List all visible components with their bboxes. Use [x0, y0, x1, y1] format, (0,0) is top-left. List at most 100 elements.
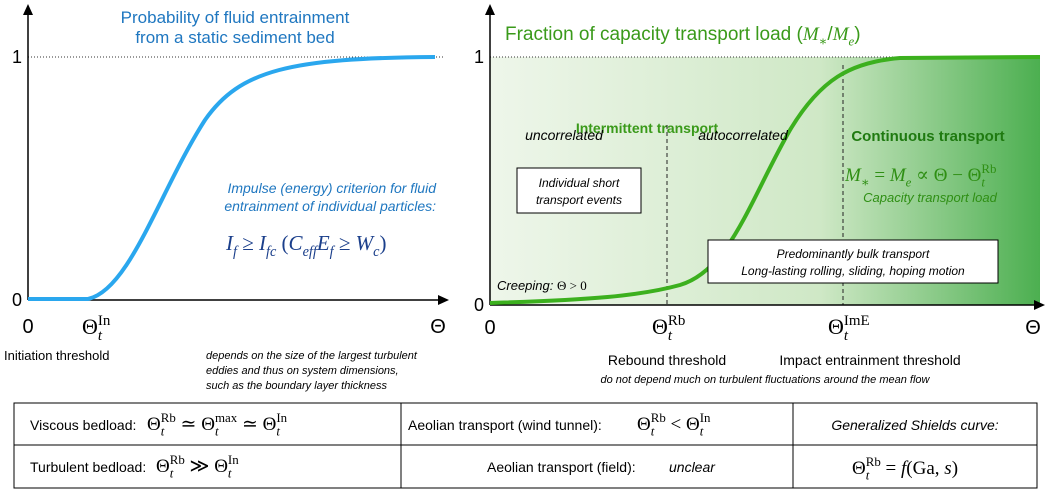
text-run: Θ [637, 414, 651, 435]
subscript: t [276, 423, 280, 438]
autocorrelated-label: autocorrelated [698, 127, 789, 143]
x-arrow [438, 295, 449, 305]
x-origin: 0 [22, 316, 33, 338]
subscript: t [700, 423, 704, 438]
subscript: t [866, 467, 870, 482]
text-run: ) [952, 458, 958, 479]
subscript: t [981, 174, 985, 189]
math-roman: Θ [82, 314, 98, 339]
subscript: e [906, 174, 912, 189]
superscript: In [228, 452, 239, 467]
subscript: e [849, 33, 855, 48]
superscript: max [215, 410, 238, 425]
entrainment-curve [28, 55, 436, 301]
subscript: f [330, 244, 336, 260]
text-run: ( [276, 231, 288, 255]
y-arrow [485, 4, 495, 15]
text-run: Creeping: [497, 278, 557, 293]
superscript: Rb [668, 313, 685, 329]
text-run: ≃ Θ [176, 414, 215, 435]
math-italic: M [832, 24, 850, 45]
y-arrow [23, 4, 33, 15]
math-italic: f [901, 458, 909, 479]
text-run: ≫ Θ [185, 456, 228, 477]
uncorrelated-label: uncorrelated [525, 127, 604, 143]
text-run: ≥ [334, 231, 356, 255]
bulk-transport: Long-lasting rolling, sliding, hoping mo… [741, 264, 965, 278]
cell-formula: ΘtRb < ΘtIn [637, 410, 711, 438]
superscript: In [700, 410, 711, 425]
rebound-caption: Rebound threshold [608, 352, 726, 368]
y-label: 1 [12, 47, 22, 67]
summary-table: Viscous bedload: ΘtRb ≃ Θtmax ≃ ΘtIn Aeo… [13, 402, 1038, 489]
capacity-formula: M∗ = Me ∝ Θ − ΘtRb [844, 161, 996, 189]
subscript: c [373, 244, 380, 260]
x-origin: 0 [484, 317, 495, 339]
y-label: 0 [474, 295, 484, 315]
short-events: Individual short [539, 176, 620, 190]
cell-label: Turbulent bedload: [30, 459, 146, 475]
subscript: t [668, 328, 673, 344]
text-run: ∝ Θ − Θ [911, 165, 981, 186]
y-label: 1 [474, 47, 484, 67]
superscript: Rb [161, 410, 176, 425]
impact-caption: Impact entrainment threshold [779, 352, 960, 368]
title-line: Probability of fluid entrainment [121, 8, 350, 27]
x-axis-label: Θ [1025, 317, 1041, 339]
cell-label: Aeolian transport (wind tunnel): [408, 417, 602, 433]
text-run: < Θ [666, 414, 700, 435]
threshold-caption: Initiation threshold [4, 348, 110, 363]
text-run: ) [380, 231, 387, 255]
subscript: t [651, 423, 655, 438]
text-run: Fraction of capacity transport load ( [505, 24, 803, 45]
text-run: ≃ Θ [237, 414, 276, 435]
creeping-label: Creeping: Θ > 0 [497, 278, 587, 293]
threshold-note: do not depend much on turbulent fluctuat… [600, 374, 930, 386]
threshold-note: such as the boundary layer thickness [206, 380, 387, 392]
subscript: ∗ [819, 33, 828, 48]
math-italic: M [802, 24, 820, 45]
superscript: ImE [844, 313, 870, 329]
subscript: fc [266, 244, 277, 260]
math-italic: M [889, 165, 907, 186]
cell-label: Generalized Shields curve: [831, 417, 998, 433]
math-italic: I [225, 231, 234, 255]
bulk-box [707, 239, 999, 284]
rebound-symbol: ΘtRb [652, 313, 685, 344]
superscript: Rb [170, 452, 185, 467]
subscript: f [233, 244, 239, 260]
text-run: / [827, 24, 833, 45]
subscript: ∗ [861, 174, 870, 189]
math-roman: Θ [652, 314, 668, 339]
continuous-label: Continuous transport [851, 128, 1004, 145]
text-run: = [881, 458, 901, 479]
title: Fraction of capacity transport load (M∗/… [505, 24, 861, 48]
text-run: Θ [156, 456, 170, 477]
intermittent-label: Intermittent transport [576, 120, 719, 136]
math-italic: E [316, 231, 330, 255]
text-run: ) [854, 24, 860, 45]
cell-formula: ΘtRb = f(Ga, s) [852, 454, 958, 482]
criterion-formula: If ≥ Ifc (CeffEf ≥ Wc) [225, 231, 387, 260]
cell-label: Viscous bedload: [30, 417, 136, 433]
subscript: t [170, 465, 174, 480]
short-events-box [516, 167, 642, 214]
threshold-note: eddies and thus on system dimensions, [206, 365, 399, 377]
transport-curve [489, 55, 1041, 305]
math-roman: Θ [828, 314, 844, 339]
subscript: t [228, 465, 232, 480]
math-italic: M [844, 165, 862, 186]
superscript: In [98, 313, 111, 329]
cell-formula: ΘtRb ≃ Θtmax ≃ ΘtIn [147, 410, 288, 438]
criterion: Impulse (energy) criterion for fluid [227, 180, 437, 196]
math-italic: C [289, 231, 304, 255]
cell-label: Aeolian transport (field): [487, 459, 636, 475]
criterion: entrainment of individual particles: [224, 198, 436, 214]
text-run: ≥ [237, 231, 259, 255]
cell-note: unclear [669, 459, 716, 475]
text-run: Θ [147, 414, 161, 435]
x-arrow [1034, 300, 1045, 310]
bulk-transport: Predominantly bulk transport [777, 247, 930, 261]
superscript: Rb [651, 410, 666, 425]
